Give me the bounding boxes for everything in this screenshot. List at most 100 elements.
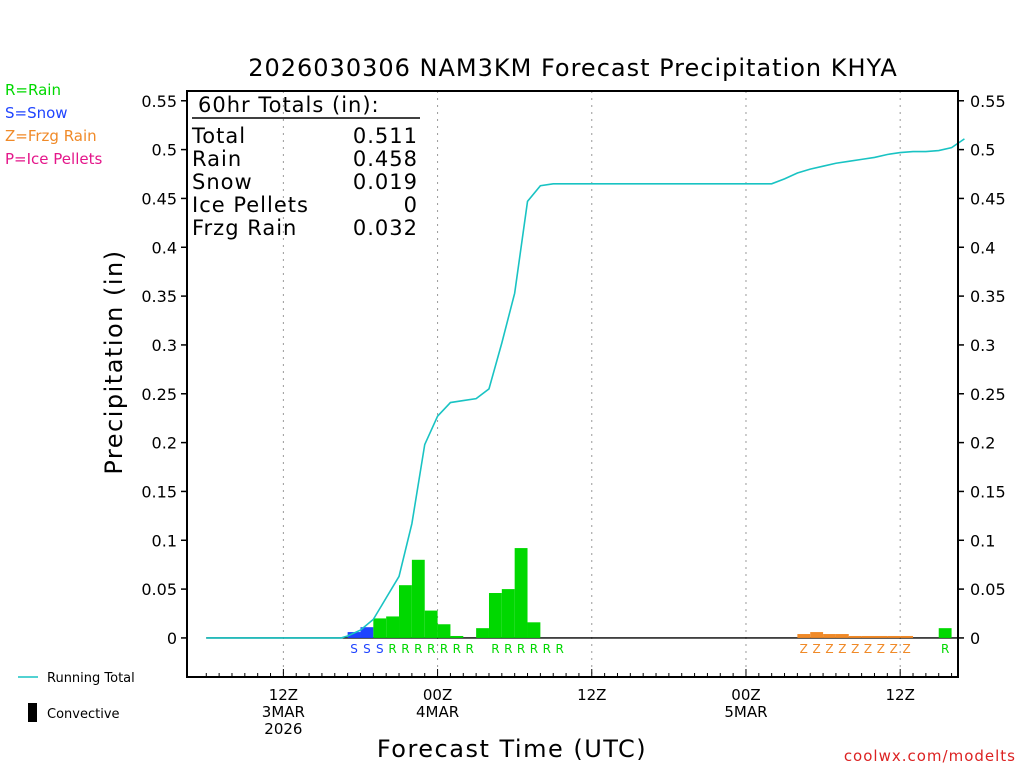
ptype-label-hour-26: R bbox=[530, 642, 538, 656]
ytick-label-right-4: 0.2 bbox=[970, 434, 995, 453]
xtick-label-6-1: 3MAR bbox=[262, 703, 305, 721]
totals-value-0: 0.511 bbox=[353, 124, 418, 148]
bar-hour-48 bbox=[810, 632, 824, 638]
ytick-label-right-10: 0.5 bbox=[970, 141, 995, 160]
ptype-label-hour-12: S bbox=[350, 642, 358, 656]
ytick-label-left-5: 0.25 bbox=[141, 385, 177, 404]
running-total-label: Running Total bbox=[47, 671, 135, 686]
legend-rain: R=Rain bbox=[5, 81, 61, 99]
ptype-label-hour-54: Z bbox=[890, 642, 898, 656]
ptype-label-hour-48: Z bbox=[813, 642, 821, 656]
xtick-label-6-2: 2026 bbox=[264, 720, 302, 738]
xtick-label-6-0: 12Z bbox=[269, 686, 298, 704]
legend-frzg-rain: Z=Frzg Rain bbox=[5, 127, 97, 145]
ptype-label-hour-27: R bbox=[543, 642, 551, 656]
convective-swatch bbox=[28, 703, 37, 722]
plot-frame bbox=[186, 90, 959, 678]
ytick-label-right-3: 0.15 bbox=[970, 482, 1006, 501]
ytick-label-right-8: 0.4 bbox=[970, 238, 995, 257]
precip-bars bbox=[347, 548, 952, 638]
ptype-label-hour-24: R bbox=[504, 642, 512, 656]
legend-ice-pellets: P=Ice Pellets bbox=[5, 150, 102, 168]
totals-value-4: 0.032 bbox=[353, 216, 418, 240]
bar-hour-58 bbox=[938, 628, 952, 638]
grid-lines bbox=[206, 91, 958, 677]
ytick-label-left-9: 0.45 bbox=[141, 189, 177, 208]
ptype-label-hour-51: Z bbox=[851, 642, 859, 656]
ytick-label-right-9: 0.45 bbox=[970, 189, 1006, 208]
bar-hour-25 bbox=[514, 548, 528, 638]
totals-label-0: Total bbox=[191, 124, 246, 148]
ptype-label-hour-14: S bbox=[376, 642, 384, 656]
ptype-label-hour-50: Z bbox=[838, 642, 846, 656]
ptype-label-hour-16: R bbox=[401, 642, 409, 656]
ytick-label-right-6: 0.3 bbox=[970, 336, 995, 355]
totals-label-1: Rain bbox=[192, 147, 242, 171]
x-axis-label: Forecast Time (UTC) bbox=[377, 735, 647, 763]
ytick-label-left-1: 0.05 bbox=[141, 580, 177, 599]
ytick-label-right-11: 0.55 bbox=[970, 92, 1006, 111]
bar-hour-24 bbox=[501, 589, 515, 638]
ytick-label-right-7: 0.35 bbox=[970, 287, 1006, 306]
ytick-label-right-0: 0 bbox=[970, 629, 980, 648]
ytick-label-left-7: 0.35 bbox=[141, 287, 177, 306]
bar-hour-15 bbox=[386, 616, 400, 638]
totals-label-2: Snow bbox=[192, 170, 253, 194]
ytick-label-left-2: 0.1 bbox=[152, 531, 177, 550]
bar-hour-47 bbox=[797, 634, 811, 638]
xtick-label-30-0: 12Z bbox=[577, 686, 606, 704]
ytick-label-right-2: 0.1 bbox=[970, 531, 995, 550]
ptype-label-hour-19: R bbox=[440, 642, 448, 656]
bar-hour-20 bbox=[450, 635, 464, 638]
bar-hour-17 bbox=[411, 559, 425, 638]
ptype-label-hour-21: R bbox=[466, 642, 474, 656]
ptype-label-hour-17: R bbox=[414, 642, 422, 656]
bar-hour-23 bbox=[488, 593, 502, 638]
bar-hour-13 bbox=[360, 627, 374, 638]
y-axis-ticks: 0 0 0.05 0.05 0.1 0.1 0.15 0.15 0.2 0.2 0.25 0.25 0.… bbox=[141, 92, 1005, 648]
totals-value-2: 0.019 bbox=[353, 170, 418, 194]
ytick-label-right-1: 0.05 bbox=[970, 580, 1006, 599]
xtick-label-18-0: 00Z bbox=[423, 686, 452, 704]
bar-hour-19 bbox=[437, 624, 451, 638]
totals-value-3: 0 bbox=[404, 193, 418, 217]
ptype-label-hour-15: R bbox=[388, 642, 396, 656]
ptype-label-hour-25: R bbox=[517, 642, 525, 656]
bar-hour-14 bbox=[373, 618, 387, 638]
bar-hour-49 bbox=[823, 634, 836, 638]
bar-hour-53 bbox=[874, 635, 888, 638]
totals-value-1: 0.458 bbox=[353, 147, 418, 171]
totals-label-4: Frzg Rain bbox=[192, 216, 297, 240]
credit-text: coolwx.com/modelts bbox=[844, 747, 1016, 765]
ptype-label-hour-47: Z bbox=[800, 642, 808, 656]
ptype-label-hour-18: R bbox=[427, 642, 435, 656]
xtick-label-18-1: 4MAR bbox=[416, 703, 459, 721]
ptype-label-hour-53: Z bbox=[877, 642, 885, 656]
legend-snow: S=Snow bbox=[5, 104, 68, 122]
bar-hour-55 bbox=[900, 635, 914, 638]
bar-hour-50 bbox=[835, 634, 849, 638]
ptype-label-hour-49: Z bbox=[825, 642, 833, 656]
ptype-label-hour-55: Z bbox=[902, 642, 910, 656]
totals-heading: 60hr Totals (in): bbox=[198, 93, 380, 117]
xtick-label-54-0: 12Z bbox=[885, 686, 914, 704]
bar-hour-16 bbox=[399, 585, 412, 638]
ytick-label-left-11: 0.55 bbox=[141, 92, 177, 111]
bar-hour-26 bbox=[527, 622, 541, 638]
bar-hour-51 bbox=[848, 635, 862, 638]
running-total-line bbox=[206, 138, 965, 639]
totals-label-3: Ice Pellets bbox=[192, 193, 309, 217]
ptype-label-hour-28: R bbox=[555, 642, 563, 656]
xtick-label-42-1: 5MAR bbox=[724, 703, 767, 721]
ytick-label-left-6: 0.3 bbox=[152, 336, 177, 355]
xtick-label-42-0: 00Z bbox=[731, 686, 760, 704]
ptype-label-hour-58: R bbox=[941, 642, 949, 656]
ytick-label-left-8: 0.4 bbox=[152, 238, 177, 257]
totals-box: 60hr Totals (in): Total 0.511 Rain 0.458 Sno… bbox=[191, 93, 420, 240]
chart-title: 2026030306 NAM3KM Forecast Precipitation… bbox=[248, 54, 898, 82]
bar-hour-18 bbox=[424, 610, 438, 638]
bar-hour-54 bbox=[887, 635, 901, 638]
